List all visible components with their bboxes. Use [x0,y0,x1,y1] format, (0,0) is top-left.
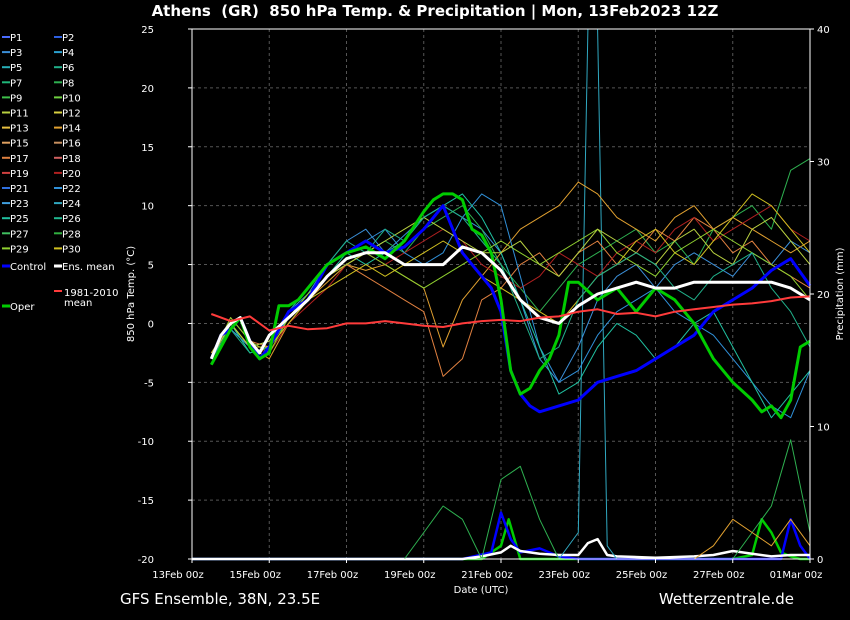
y2-axis-label: Precipitation (mm) [835,247,846,340]
source-credit: Wetterzentrale.de [658,590,794,608]
x-tick-label: 25Feb 00z [616,570,668,581]
legend-label: P24 [62,199,81,210]
series-control [209,204,812,414]
axis-ticks: 13Feb 00z 15Feb 00z 17Feb 00z 19Feb 00z 21Fe… [138,25,830,581]
legend-label: P6 [62,63,74,74]
y2-tick-label: 0 [817,555,823,566]
legend-label: P16 [62,139,81,150]
legend-label: P10 [62,93,81,104]
series-p8 [210,158,811,365]
legend-label: P15 [10,139,29,150]
legend-label: P22 [62,184,81,195]
legend-label: P19 [10,169,29,180]
y-tick-label: 20 [141,84,154,95]
legend-label: P13 [10,124,29,135]
legend-label: P21 [10,184,29,195]
legend-label: P20 [62,169,81,180]
series-1981-2010-mean [210,295,811,332]
legend-label: P18 [62,154,81,165]
x-tick-label: 01Mar 00z [770,570,823,581]
legend-label: P8 [62,78,74,89]
y-tick-label: -20 [138,555,154,566]
legend-label: P2 [62,33,74,44]
legend-label: P29 [10,244,29,255]
y-tick-label: -5 [144,378,154,389]
legend-label: P26 [62,214,81,225]
y-axis-label: 850 hPa Temp. (°C) [126,246,137,342]
legend-label: P4 [62,48,74,59]
series-ens-mean [209,245,811,360]
x-tick-label: 19Feb 00z [384,570,436,581]
series-p20 [210,205,811,354]
legend-label: P11 [10,109,29,120]
y2-tick-label: 10 [817,423,830,434]
chart-title: Athens (GR) 850 hPa Temp. & Precipitatio… [151,2,719,20]
y-tick-label: 25 [141,25,154,36]
model-info: GFS Ensemble, 38N, 23.5E [120,590,321,608]
x-tick-label: 23Feb 00z [538,570,590,581]
x-tick-label: 13Feb 00z [152,570,204,581]
y-tick-label: -10 [138,437,154,448]
legend-label: P25 [10,214,29,225]
x-axis-label: Date (UTC) [454,585,509,596]
legend: P1 P2 P3 P4 P5 P6 P7 P8 P9 P10 P11 P12 P13 P14 P15 P16 P… [2,33,119,313]
legend-label: P23 [10,199,29,210]
temperature-lines [209,158,812,420]
y2-tick-label: 20 [817,290,830,301]
series-p14-precip [192,518,811,560]
legend-label: P27 [10,229,29,240]
series-p8-precip [192,439,811,560]
legend-label: P5 [10,63,22,74]
x-tick-label: 21Feb 00z [461,570,513,581]
legend-label: P3 [10,48,22,59]
legend-label: 1981-2010 mean [64,288,119,309]
legend-label: Oper [10,302,35,313]
y-tick-label: 10 [141,202,154,213]
y-tick-label: 15 [141,143,154,154]
x-tick-label: 15Feb 00z [229,570,281,581]
legend-label: P14 [62,124,81,135]
legend-label: P1 [10,33,22,44]
series-ens-mean-precip [192,537,810,561]
y2-tick-label: 30 [817,158,830,169]
legend-label: Control [10,262,46,273]
legend-label: P30 [62,244,81,255]
series-oper [209,192,811,420]
x-tick-label: 27Feb 00z [693,570,745,581]
series-p14 [210,181,811,360]
x-tick-label: 17Feb 00z [307,570,359,581]
y2-tick-label: 40 [817,25,830,36]
legend-label: P12 [62,109,81,120]
legend-label: P17 [10,154,29,165]
legend-label: Ens. mean [62,262,115,273]
series-control-precip [192,511,812,561]
y-tick-label: 0 [148,319,154,330]
legend-label: P7 [10,78,22,89]
legend-label: P9 [10,93,22,104]
y-tick-label: 5 [148,261,154,272]
y-tick-label: -15 [138,496,154,507]
legend-label: P28 [62,229,81,240]
